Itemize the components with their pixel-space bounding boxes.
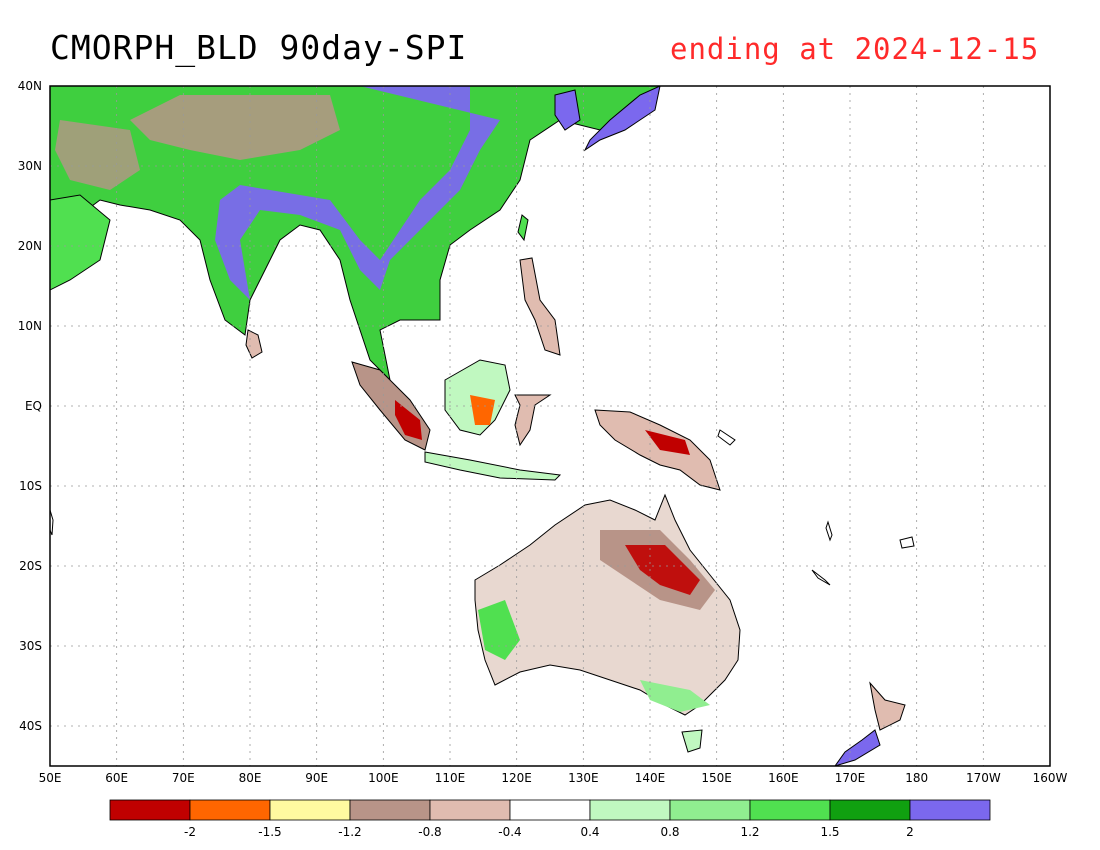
borneo-dry-core	[470, 395, 495, 425]
srilanka-landmass	[245, 329, 263, 359]
dry-anomaly-patch-west	[55, 120, 140, 190]
newguinea-landmass	[594, 409, 721, 491]
color-legend: -2 -1.5 -1.2 -0.8 -0.4 0.4 0.8 1.2 1.5 2	[109, 799, 991, 839]
legend-label: 0.4	[580, 825, 599, 839]
lat-tick-label: 20S	[19, 559, 42, 573]
map-date-subtitle: ending at 2024-12-15	[670, 32, 1040, 66]
fiji-islands	[899, 536, 915, 549]
lon-tick-label: 100E	[368, 771, 399, 785]
arabia-landmass	[50, 194, 111, 291]
lat-tick-label: 40S	[19, 719, 42, 733]
legend-swatch	[829, 799, 911, 821]
lon-tick-label: 120E	[501, 771, 532, 785]
lon-tick-label: 170E	[835, 771, 866, 785]
map-gridlines	[50, 86, 1050, 766]
lon-tick-label: 90E	[305, 771, 328, 785]
latitude-labels: 40N 30N 20N 10N EQ 10S 20S 30S 40S	[18, 79, 42, 733]
legend-label: -2	[184, 825, 196, 839]
dry-anomaly-patch-tibet	[130, 95, 340, 160]
longitude-labels: 50E 60E 70E 80E 90E 100E 110E 120E 130E 140E 150E 1…	[39, 771, 1068, 785]
map-land-layer	[50, 86, 915, 766]
newzealand-south-island	[834, 729, 881, 766]
lat-tick-label: 20N	[18, 239, 42, 253]
legend-swatch	[909, 799, 991, 821]
korea-landmass	[554, 89, 581, 131]
lat-tick-label: 40N	[18, 79, 42, 93]
lon-tick-label: 70E	[172, 771, 195, 785]
legend-swatch	[269, 799, 351, 821]
lat-tick-label: 30N	[18, 159, 42, 173]
lon-tick-label: 60E	[105, 771, 128, 785]
sulawesi-landmass	[514, 394, 552, 447]
legend-label: -1.2	[338, 825, 361, 839]
legend-swatch	[749, 799, 831, 821]
legend-label: -0.4	[498, 825, 521, 839]
lon-tick-label: 50E	[39, 771, 62, 785]
new-caledonia	[811, 569, 831, 586]
lon-tick-label: 130E	[568, 771, 599, 785]
legend-swatch	[349, 799, 431, 821]
philippines-landmass	[519, 257, 561, 356]
solomon-islands	[717, 429, 736, 446]
lat-tick-label: EQ	[25, 399, 42, 413]
legend-swatch	[509, 799, 591, 821]
lon-tick-label: 160W	[1033, 771, 1068, 785]
newzealand-north-island	[869, 681, 906, 731]
lat-tick-label: 10S	[19, 479, 42, 493]
legend-swatch	[669, 799, 751, 821]
map-border	[49, 85, 1051, 767]
lat-tick-label: 30S	[19, 639, 42, 653]
lon-tick-label: 110E	[435, 771, 466, 785]
legend-swatch	[189, 799, 271, 821]
australia-dry-core	[625, 545, 700, 595]
legend-label: -1.5	[258, 825, 281, 839]
legend-label: 0.8	[660, 825, 679, 839]
sumatra-dry-core	[395, 400, 422, 440]
legend-label: 1.5	[820, 825, 839, 839]
vanuatu-islands	[825, 520, 833, 542]
lat-tick-label: 10N	[18, 319, 42, 333]
tasmania-landmass	[681, 729, 703, 753]
lon-tick-label: 170W	[966, 771, 1001, 785]
australia-wet-west	[478, 600, 520, 660]
lon-tick-label: 80E	[239, 771, 262, 785]
java-landmass	[424, 451, 562, 481]
map-title: CMORPH_BLD 90day-SPI	[50, 28, 468, 67]
legend-label: 2	[906, 825, 914, 839]
legend-swatch	[429, 799, 511, 821]
lon-tick-label: 150E	[701, 771, 732, 785]
lon-tick-label: 180	[905, 771, 928, 785]
lon-tick-label: 140E	[635, 771, 666, 785]
legend-swatch	[589, 799, 671, 821]
legend-label: -0.8	[418, 825, 441, 839]
lon-tick-label: 160E	[768, 771, 799, 785]
legend-label: 1.2	[740, 825, 759, 839]
japan-landmass	[583, 86, 661, 152]
wet-anomaly-patch	[215, 86, 500, 300]
taiwan-landmass	[517, 214, 529, 242]
asia-landmass	[50, 86, 661, 382]
legend-swatch	[109, 799, 191, 821]
newguinea-dry-core	[645, 430, 690, 455]
australia-wet-southeast	[640, 680, 710, 712]
